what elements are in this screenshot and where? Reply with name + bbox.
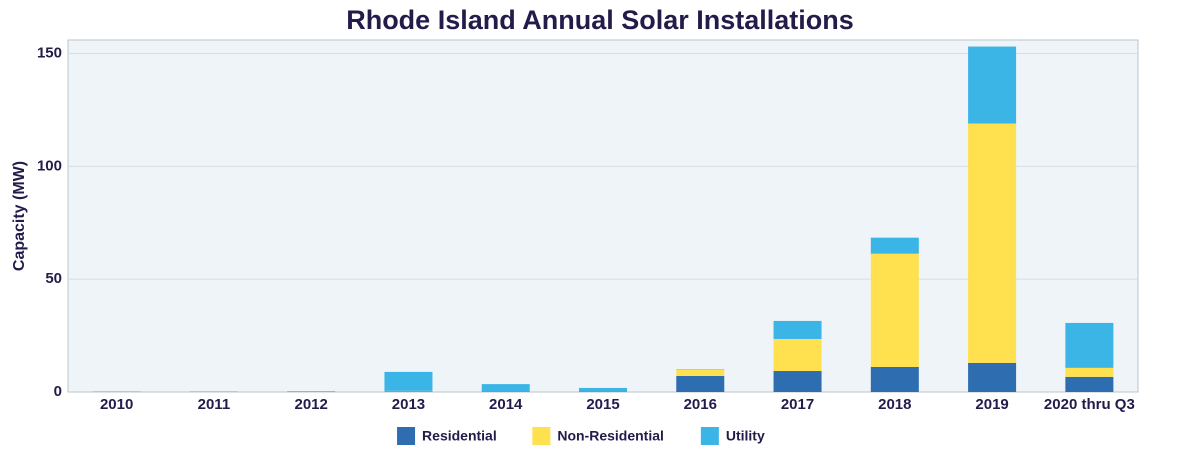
x-tick-label: 2019: [975, 396, 1008, 413]
y-tick-label: 150: [37, 45, 62, 62]
bar-segment: [968, 362, 1017, 392]
bar-segment: [773, 320, 822, 339]
bar-segment: [579, 387, 627, 392]
x-tick-label: 2020 thru Q3: [1044, 396, 1135, 413]
legend-label: Utility: [726, 428, 765, 444]
x-tick-label: 2014: [489, 396, 523, 413]
legend-swatch: [700, 427, 719, 445]
y-axis-label: Capacity (MW): [11, 161, 28, 271]
x-tick-label: 2018: [878, 396, 911, 413]
legend-label: Non-Residential: [557, 428, 664, 444]
y-tick-label: 100: [37, 157, 62, 174]
bar-segment: [579, 391, 627, 392]
x-tick-label: 2013: [392, 396, 425, 413]
x-tick-label: 2015: [586, 396, 619, 413]
bar-segment: [773, 371, 822, 392]
bar-segment: [384, 391, 433, 392]
legend-label: Residential: [422, 428, 497, 444]
bar-segment: [968, 46, 1017, 124]
bar-segment: [676, 375, 725, 392]
bar-segment: [773, 338, 822, 372]
bar-segment: [870, 366, 919, 392]
legend-swatch: [397, 427, 416, 445]
x-tick-label: 2011: [198, 396, 231, 413]
x-tick-label: 2017: [781, 396, 814, 413]
legend-swatch: [532, 427, 551, 445]
bar-segment: [968, 123, 1017, 363]
bar-segment: [481, 391, 530, 392]
bar-segment: [481, 384, 530, 392]
bar-segment: [676, 369, 725, 376]
bar-segment: [1065, 322, 1114, 368]
chart-title: Rhode Island Annual Solar Installations: [346, 5, 854, 35]
bar-segment: [1065, 367, 1114, 377]
x-tick-label: 2016: [684, 396, 717, 413]
y-tick-label: 0: [54, 383, 62, 400]
y-tick-label: 50: [45, 270, 62, 287]
plot-area: [67, 39, 1139, 393]
bar-segment: [1065, 376, 1114, 392]
x-tick-label: 2010: [100, 396, 133, 413]
bar-segment: [384, 371, 433, 391]
x-tick-label: 2012: [294, 396, 327, 413]
bar-segment: [870, 237, 919, 254]
bar-segment: [870, 253, 919, 367]
